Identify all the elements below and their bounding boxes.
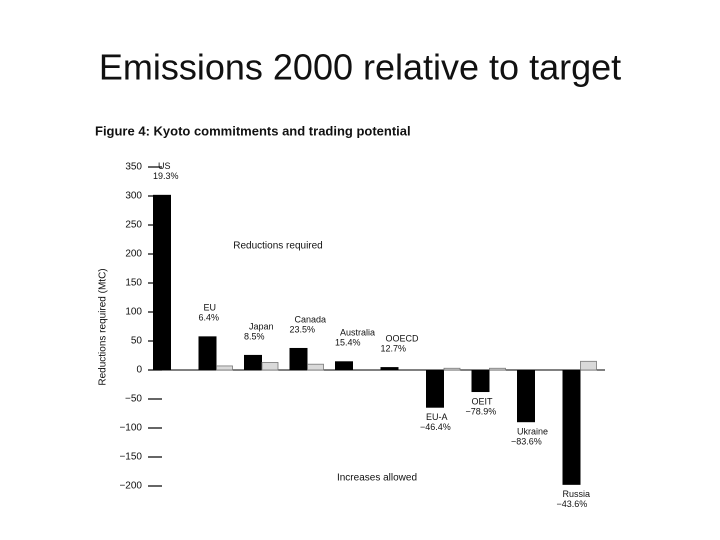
y-tick-label: 350 xyxy=(125,162,142,173)
bar xyxy=(198,336,217,370)
bar xyxy=(517,370,535,423)
bar xyxy=(380,367,399,370)
bar xyxy=(580,360,597,371)
category-label: Russia xyxy=(563,489,591,499)
category-label: EU xyxy=(204,303,217,313)
bar xyxy=(426,370,444,408)
y-tick-label: −50 xyxy=(125,394,142,405)
y-tick-label: 0 xyxy=(136,365,142,376)
slide-title: Emissions 2000 relative to target xyxy=(99,47,621,88)
category-label: OEIT xyxy=(472,396,494,406)
bar xyxy=(261,362,279,371)
category-note: −83.6% xyxy=(511,437,542,447)
y-tick-label: 200 xyxy=(125,249,142,260)
annotation: Reductions required xyxy=(233,241,323,252)
category-label: Australia xyxy=(340,328,375,338)
y-tick-label: −100 xyxy=(119,423,142,434)
bar xyxy=(216,365,233,371)
y-tick-label: 100 xyxy=(125,307,142,318)
bar xyxy=(443,367,461,371)
category-label: Japan xyxy=(249,321,274,331)
category-note: 12.7% xyxy=(381,343,407,353)
chart-title: Figure 4: Kyoto commitments and trading … xyxy=(95,123,411,138)
bar xyxy=(153,194,171,370)
category-label: EU-A xyxy=(426,412,448,422)
category-note: 19.3% xyxy=(153,171,179,181)
y-tick-label: −150 xyxy=(119,452,142,463)
category-label: Ukraine xyxy=(517,427,548,437)
bar xyxy=(244,354,262,370)
y-tick-label: 50 xyxy=(131,336,143,347)
y-tick-label: 150 xyxy=(125,278,142,289)
category-label: Canada xyxy=(295,314,327,324)
bar xyxy=(562,370,581,485)
bar xyxy=(335,361,353,370)
bar xyxy=(489,367,506,371)
category-label: US xyxy=(158,161,171,171)
category-note: 23.5% xyxy=(290,324,316,334)
bar xyxy=(289,347,308,370)
y-tick-label: −200 xyxy=(119,481,142,492)
y-tick-label: 250 xyxy=(125,220,142,231)
y-axis-label: Reductions required (MtC) xyxy=(98,268,109,385)
y-tick-label: 300 xyxy=(125,191,142,202)
category-note: 8.5% xyxy=(244,331,265,341)
bar xyxy=(307,363,324,371)
annotation: Increases allowed xyxy=(337,473,417,484)
category-note: −78.9% xyxy=(466,406,497,416)
category-note: 15.4% xyxy=(335,338,361,348)
category-note: 6.4% xyxy=(199,313,220,323)
category-note: −43.6% xyxy=(557,499,588,509)
category-label: OOECD xyxy=(386,333,420,343)
category-note: −46.4% xyxy=(420,422,451,432)
bar xyxy=(471,370,490,393)
